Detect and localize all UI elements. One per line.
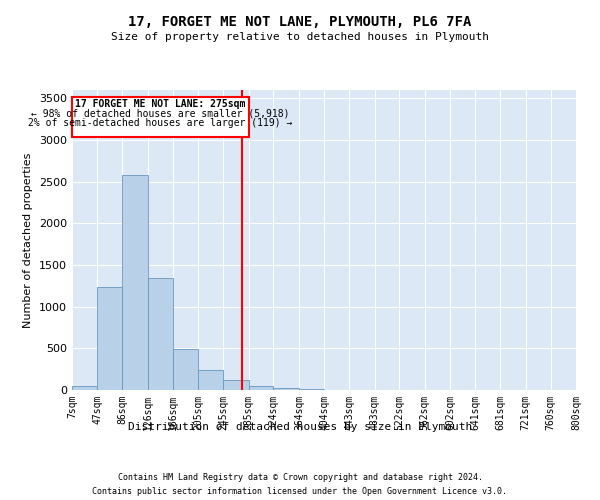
- Bar: [223, 380, 248, 390]
- Text: 17, FORGET ME NOT LANE, PLYMOUTH, PL6 7FA: 17, FORGET ME NOT LANE, PLYMOUTH, PL6 7F…: [128, 15, 472, 29]
- Bar: [274, 388, 299, 390]
- Bar: [198, 370, 223, 390]
- Text: Distribution of detached houses by size in Plymouth: Distribution of detached houses by size …: [128, 422, 472, 432]
- Text: ← 98% of detached houses are smaller (5,918): ← 98% of detached houses are smaller (5,…: [31, 108, 290, 118]
- Bar: [122, 175, 148, 390]
- Text: Contains HM Land Registry data © Crown copyright and database right 2024.: Contains HM Land Registry data © Crown c…: [118, 472, 482, 482]
- Bar: [173, 349, 198, 390]
- Text: 17 FORGET ME NOT LANE: 275sqm: 17 FORGET ME NOT LANE: 275sqm: [75, 99, 245, 109]
- Bar: [299, 389, 325, 390]
- Text: 2% of semi-detached houses are larger (119) →: 2% of semi-detached houses are larger (1…: [28, 118, 293, 128]
- Bar: [148, 278, 173, 390]
- Bar: [248, 386, 274, 390]
- Text: Contains public sector information licensed under the Open Government Licence v3: Contains public sector information licen…: [92, 488, 508, 496]
- Bar: [97, 286, 122, 390]
- Text: Size of property relative to detached houses in Plymouth: Size of property relative to detached ho…: [111, 32, 489, 42]
- Y-axis label: Number of detached properties: Number of detached properties: [23, 152, 34, 328]
- FancyBboxPatch shape: [72, 96, 248, 136]
- Bar: [72, 386, 97, 390]
